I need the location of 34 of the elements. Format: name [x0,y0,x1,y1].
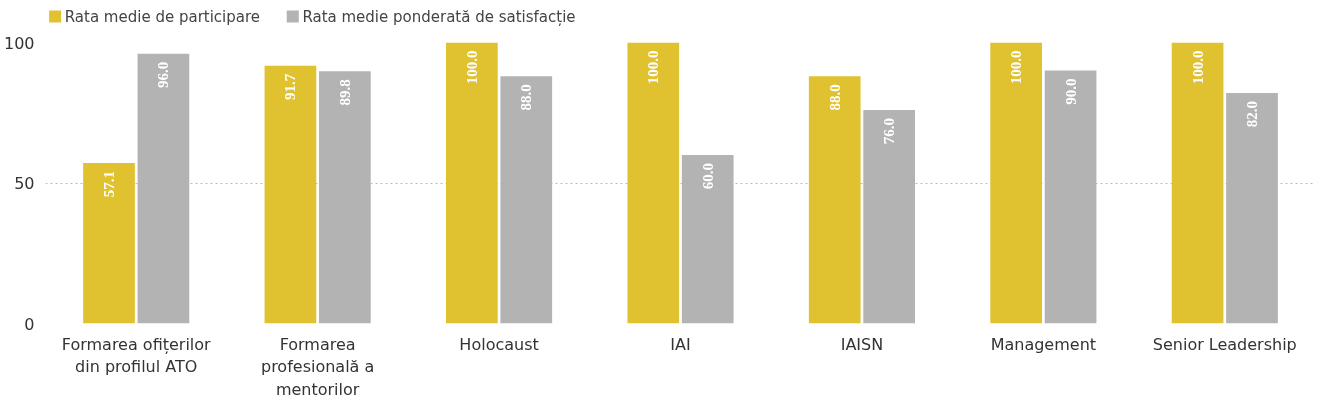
x-tick-label: Senior Leadership [1152,334,1297,354]
legend-label: Rata medie ponderată de satisfacție [302,7,576,26]
data-label: 100.0 [1008,50,1025,85]
data-label: 100.0 [645,50,662,85]
data-label: 100.0 [1189,50,1206,85]
bar [1226,93,1278,324]
x-tick-label: Management [990,334,1097,354]
bar [627,42,680,324]
x-tick-label: IAI [670,334,691,354]
data-label: 91.7 [282,73,299,101]
bar [808,76,861,324]
x-tick-label: IAISN [840,334,884,354]
y-tick-label: 100 [3,33,35,53]
data-label: 96.0 [155,61,172,88]
data-label: 89.8 [336,79,353,106]
bar [990,42,1042,324]
x-tick-label: Holocaust [459,334,539,354]
bar [264,65,317,324]
data-label: 60.0 [699,162,716,190]
y-tick-label: 0 [24,314,35,334]
data-label: 90.0 [1062,78,1079,105]
data-label: 76.0 [881,117,898,145]
x-tick-label: Formarea ofițerilor din profilul ATO [61,334,212,377]
x-tick-label: Formarea profesională a mentorilor [260,334,375,400]
data-label: 100.0 [463,50,480,85]
data-label: 88.0 [826,84,843,111]
data-label: 57.1 [101,171,117,198]
data-label: 82.0 [1244,101,1260,128]
y-tick-label: 50 [14,174,35,193]
bar [83,163,135,324]
legend-label: Rata medie de participare [64,7,261,26]
bar [1171,42,1224,324]
data-label: 88.0 [518,84,535,111]
bar [446,42,498,324]
